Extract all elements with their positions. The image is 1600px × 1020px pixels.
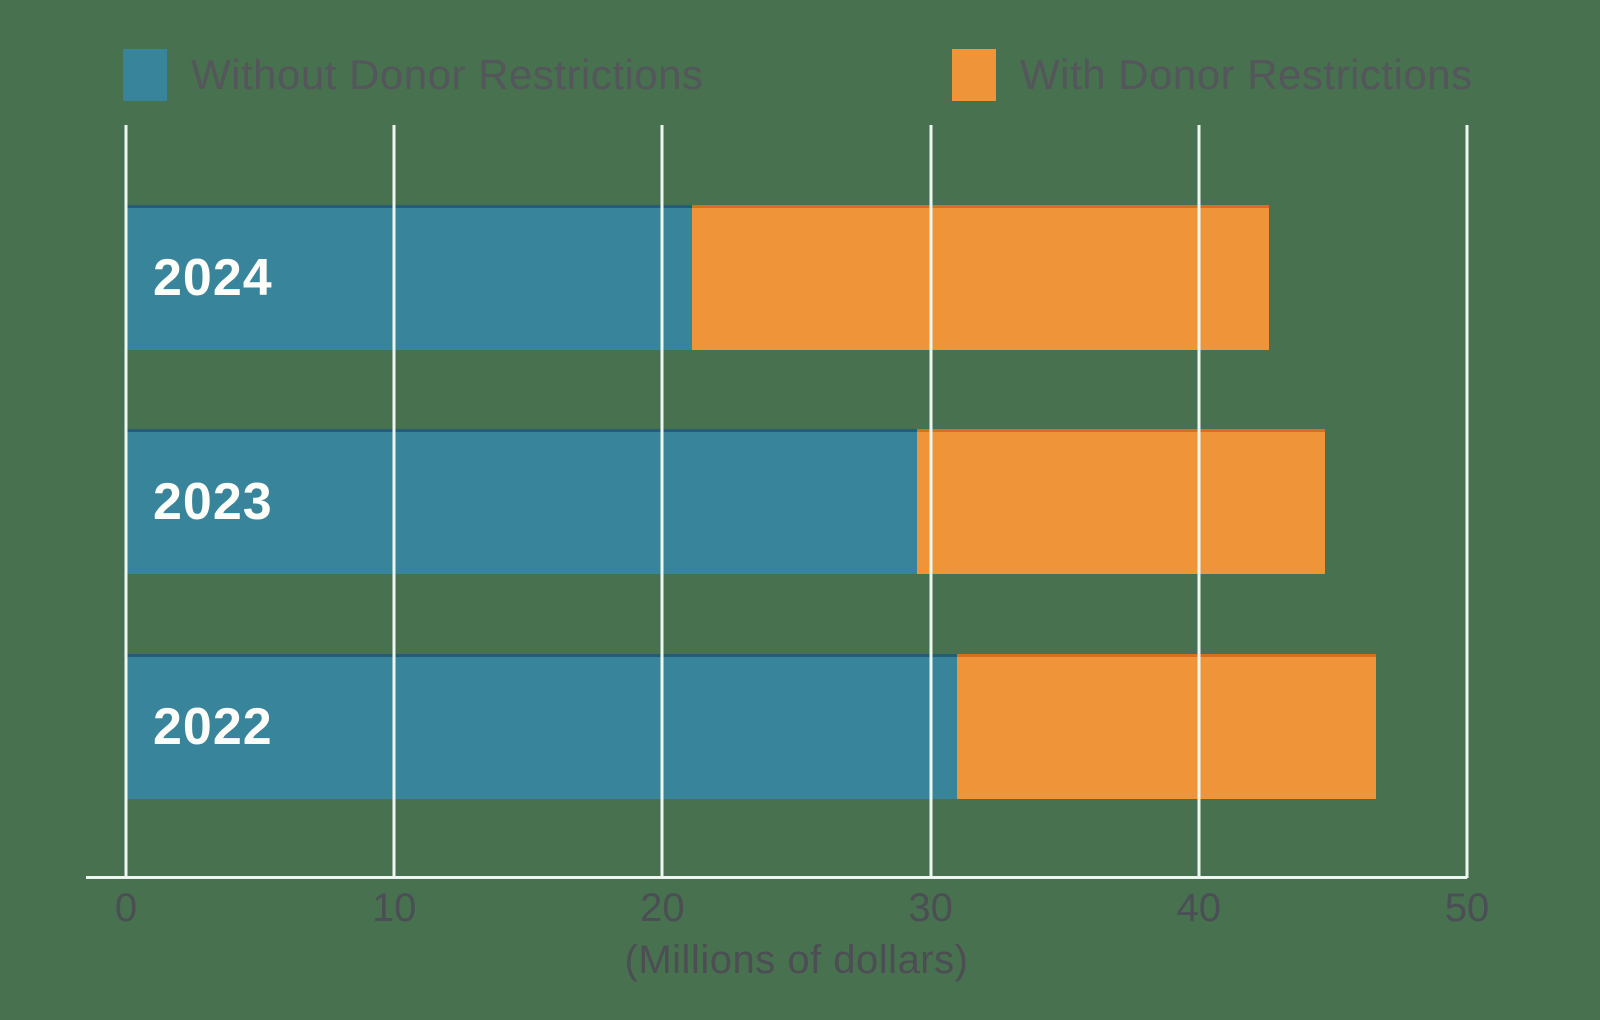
x-tick-label-10: 10 [371, 886, 417, 930]
legend-label-with: With Donor Restrictions [1020, 51, 1473, 98]
bar-segment-2024-without-donor-restrictions: 2024 [126, 205, 692, 350]
legend-swatch-without-icon [123, 49, 167, 101]
x-axis-line [86, 876, 1467, 879]
legend-label-without: Without Donor Restrictions [191, 51, 704, 98]
bar-year-label-2024: 2024 [153, 248, 273, 307]
x-tick-label-50: 50 [1444, 886, 1490, 930]
gridline-20 [660, 125, 664, 878]
legend-item-without-donor-restrictions: Without Donor Restrictions [123, 44, 704, 106]
bar-segment-2022-without-donor-restrictions: 2022 [126, 654, 958, 799]
gridline-10 [392, 125, 396, 878]
gridline-0 [124, 125, 128, 878]
bar-segment-2022-with-donor-restrictions [957, 654, 1376, 799]
x-axis-title: (Millions of dollars) [624, 938, 969, 982]
gridline-50 [1465, 125, 1469, 878]
x-tick-label-20: 20 [640, 886, 685, 930]
bar-segment-2023-with-donor-restrictions [917, 429, 1325, 574]
bar-year-label-2022: 2022 [153, 697, 273, 756]
bar-segment-2023-without-donor-restrictions: 2023 [126, 429, 918, 574]
x-tick-label-40: 40 [1176, 886, 1222, 930]
legend-item-with-donor-restrictions: With Donor Restrictions [952, 44, 1473, 106]
bar-year-label-2023: 2023 [153, 472, 273, 531]
bar-segment-2024-with-donor-restrictions [691, 205, 1269, 350]
x-tick-label-0: 0 [114, 886, 138, 930]
gridline-30 [929, 125, 933, 878]
x-tick-label-30: 30 [908, 886, 953, 930]
legend-swatch-with-icon [952, 49, 996, 101]
gridline-40 [1197, 125, 1201, 878]
